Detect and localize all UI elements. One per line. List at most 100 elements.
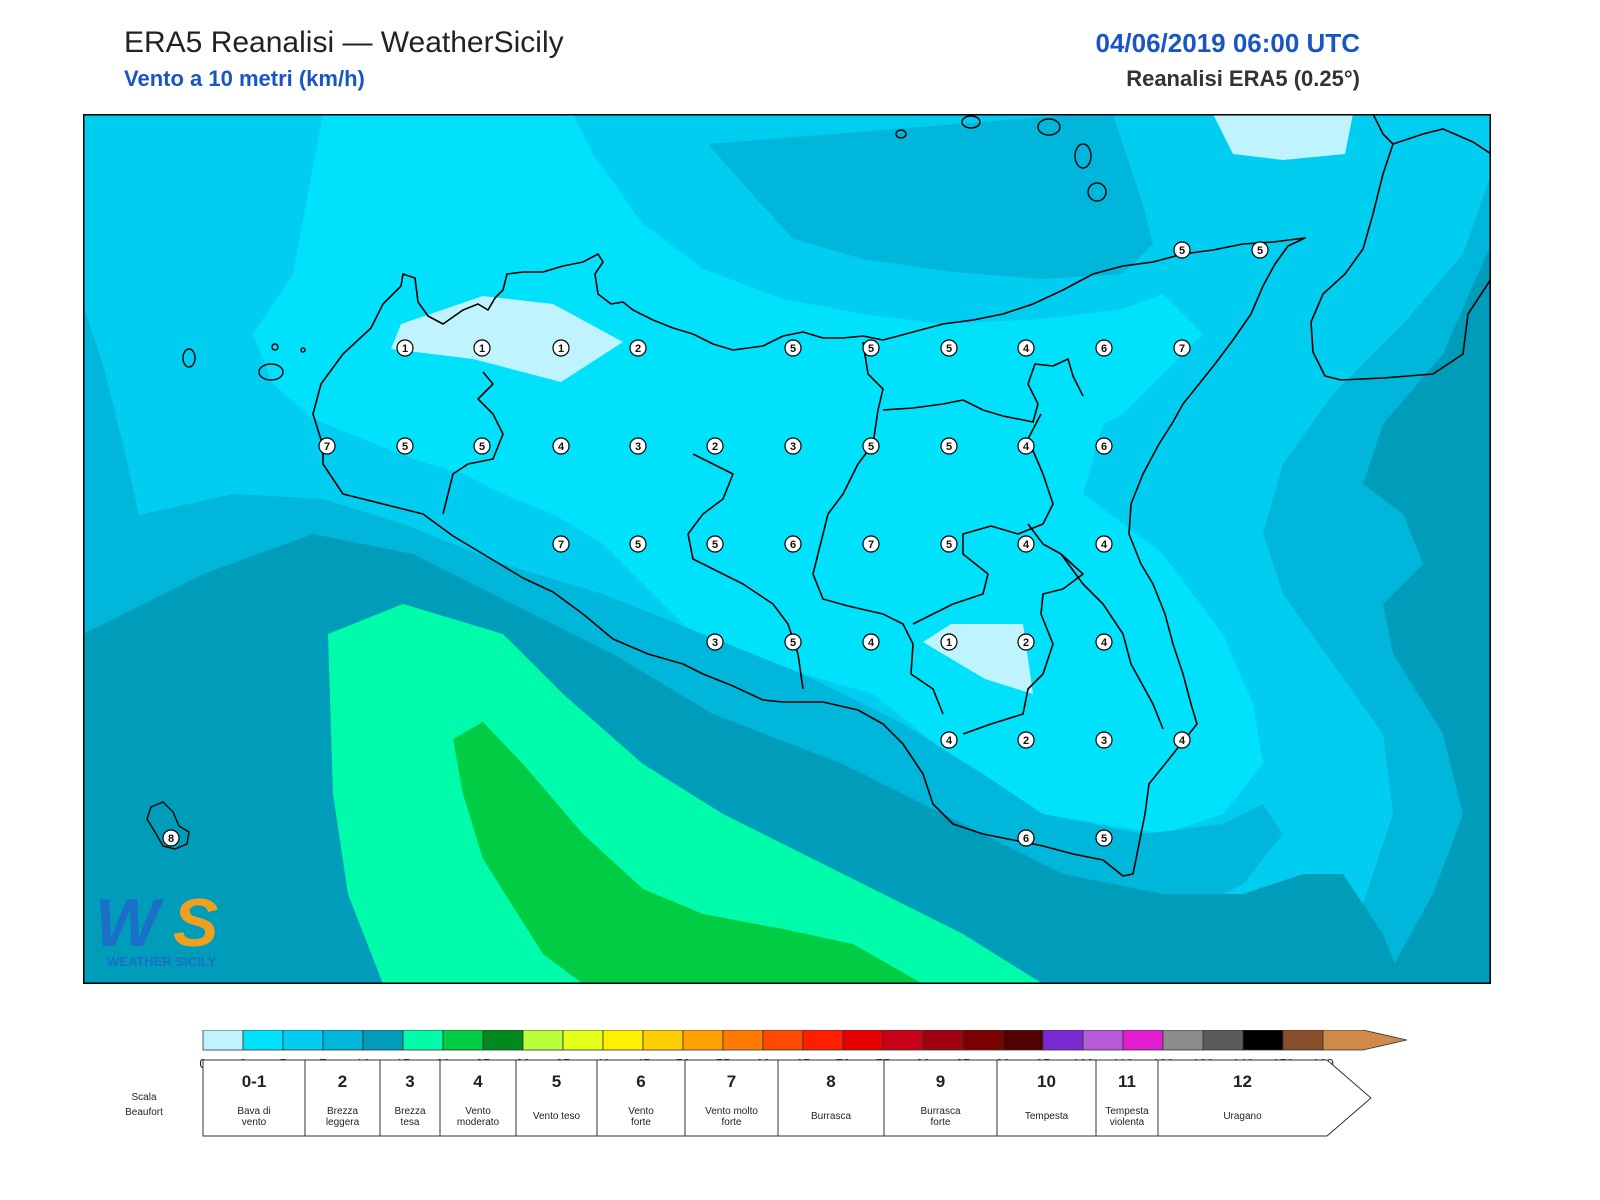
beaufort-label-1: Vento molto	[705, 1106, 758, 1117]
colorbar-segment	[602, 1030, 644, 1051]
colorbar-segment	[962, 1030, 1004, 1051]
station-marker: 5	[940, 437, 958, 455]
colorbar-segment	[682, 1030, 724, 1051]
station-circle	[1095, 437, 1113, 455]
station-circle	[862, 339, 880, 357]
station-circle	[1095, 633, 1113, 651]
beaufort-label-1: Bava di	[237, 1106, 270, 1117]
station-marker: 6	[1095, 339, 1113, 357]
beaufort-number: 5	[552, 1072, 561, 1091]
station-circle	[940, 633, 958, 651]
station-circle	[629, 339, 647, 357]
beaufort-label-2: vento	[242, 1117, 267, 1128]
station-circle	[1017, 731, 1035, 749]
station-value: 5	[790, 637, 796, 649]
wind-map: 5 5 1 1 1 2 5 5 5 4 6 7 7 5 5 4 3 2 3 5 5 4 6 7 5 5 6 7 5 4 4 3 5 4 1 2 4 4 2 3…	[83, 114, 1491, 984]
logo-text: WEATHER SICILY	[107, 954, 216, 969]
beaufort-box	[304, 1059, 381, 1137]
station-marker: 3	[629, 437, 647, 455]
beaufort-label-1: Vento teso	[533, 1111, 581, 1122]
station-circle	[784, 339, 802, 357]
station-value: 5	[868, 441, 874, 453]
beaufort-box	[996, 1059, 1097, 1137]
station-circle	[629, 535, 647, 553]
beaufort-box	[883, 1059, 998, 1137]
colorbar-segment	[282, 1030, 324, 1051]
station-circle	[940, 731, 958, 749]
weathersicily-logo: W S WEATHER SICILY	[95, 885, 218, 969]
colorbar-segment	[762, 1030, 804, 1051]
station-value: 5	[712, 539, 718, 551]
station-value: 7	[1179, 343, 1185, 355]
station-value: 4	[1179, 735, 1186, 747]
station-value: 1	[946, 637, 952, 649]
station-marker: 3	[706, 633, 724, 651]
station-value: 4	[1101, 539, 1108, 551]
station-circle	[473, 339, 491, 357]
station-circle	[862, 535, 880, 553]
station-marker: 1	[396, 339, 414, 357]
station-circle	[940, 339, 958, 357]
colorbar-segment	[442, 1030, 484, 1051]
station-marker: 5	[784, 633, 802, 651]
station-value: 3	[635, 441, 641, 453]
station-circle	[1017, 535, 1035, 553]
station-marker: 5	[862, 339, 880, 357]
station-marker: 1	[940, 633, 958, 651]
colorbar-segment	[1282, 1030, 1324, 1051]
colorbar-segment	[842, 1030, 884, 1051]
station-value: 5	[946, 343, 952, 355]
beaufort-label-2: moderato	[457, 1117, 500, 1128]
calabria-coast	[1310, 114, 1491, 381]
colorbar-segment	[1122, 1030, 1164, 1051]
station-value: 5	[402, 441, 408, 453]
station-marker: 5	[706, 535, 724, 553]
station-circle	[1095, 535, 1113, 553]
station-marker: 5	[473, 437, 491, 455]
colorbar-segment	[1322, 1030, 1408, 1051]
station-marker: 4	[1095, 633, 1113, 651]
station-marker: 5	[1095, 829, 1113, 847]
beaufort-box	[515, 1059, 598, 1137]
station-marker: 8	[162, 829, 180, 847]
station-marker: 2	[629, 339, 647, 357]
beaufort-number: 4	[473, 1072, 483, 1091]
station-value: 3	[712, 637, 718, 649]
station-marker: 2	[706, 437, 724, 455]
beaufort-label-2: violenta	[1110, 1117, 1145, 1128]
beaufort-number: 9	[936, 1072, 945, 1091]
station-value: 2	[1023, 637, 1029, 649]
beaufort-cell: 10 Tempesta	[996, 1059, 1097, 1137]
beaufort-box	[596, 1059, 686, 1137]
beaufort-label-2: forte	[930, 1117, 950, 1128]
station-marker: 7	[318, 437, 336, 455]
station-markers: 5 5 1 1 1 2 5 5 5 4 6 7 7 5 5 4 3 2 3 5 5 4 6 7 5 5 6 7 5 4 4 3 5 4 1 2 4 4 2 3…	[162, 241, 1269, 847]
station-circle	[940, 437, 958, 455]
colorbar-segment	[882, 1030, 924, 1051]
beaufort-title-2: Beaufort	[125, 1107, 163, 1118]
station-value: 3	[790, 441, 796, 453]
beaufort-number: 2	[338, 1072, 347, 1091]
colorbar-segment	[402, 1030, 444, 1051]
station-marker: 6	[1095, 437, 1113, 455]
station-circle	[1017, 829, 1035, 847]
station-marker: 7	[862, 535, 880, 553]
wind-band-20-25	[453, 722, 923, 984]
beaufort-box	[777, 1059, 885, 1137]
station-circle	[862, 437, 880, 455]
station-marker: 3	[1095, 731, 1113, 749]
colorbar-segment	[1202, 1030, 1244, 1051]
station-marker: 4	[940, 731, 958, 749]
station-circle	[1173, 241, 1191, 259]
station-circle	[1251, 241, 1269, 259]
colorbar-segment	[1002, 1030, 1044, 1051]
station-marker: 5	[862, 437, 880, 455]
station-marker: 5	[1173, 241, 1191, 259]
colorbar-segment	[362, 1030, 404, 1051]
station-marker: 5	[396, 437, 414, 455]
